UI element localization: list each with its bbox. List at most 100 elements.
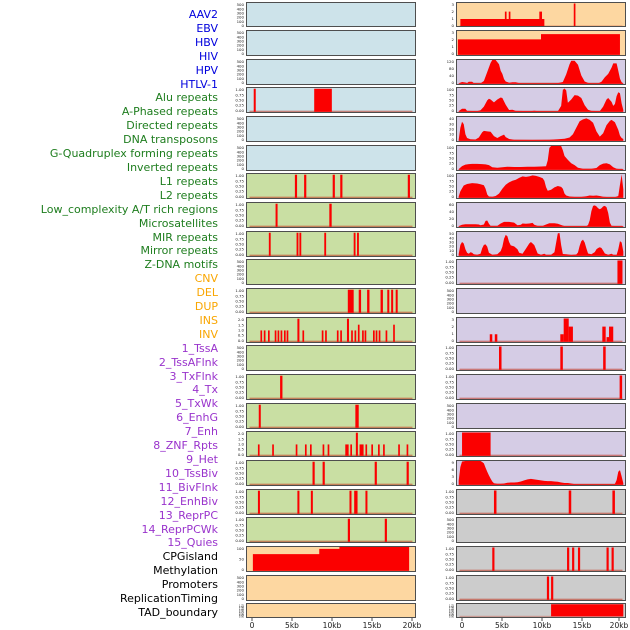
x-tick-left-20kb: 20kb [402,621,422,630]
track-label-aav2: AAV2 [188,8,218,21]
panel-2-tssaflnk [456,87,626,114]
panel-ebv [246,30,416,57]
panel-10-tssbiv [456,316,626,343]
panel-htlv-1 [246,144,416,171]
panel-g-quadruplex-forming-repeats [246,288,416,314]
track-row-21: 500 400 300 200 100 0 1.00 0.75 0.50 0.25 0.00 [0,574,630,601]
svg-text:500: 500 [237,346,245,351]
svg-text:40: 40 [449,235,454,240]
track-label-mir-repeats: MIR repeats [152,230,218,244]
x-tick-left-5kb: 5kb [285,621,299,630]
svg-text:25: 25 [449,103,454,108]
svg-text:0.75: 0.75 [445,379,454,384]
y-axis-ticks-del: 500 400 300 200 100 0 [221,575,245,601]
svg-text:0: 0 [242,366,245,371]
svg-text:0.25: 0.25 [235,246,244,251]
y-axis-ticks-13-reprpc: 500 400 300 200 100 0 [431,403,455,429]
svg-text:0.00: 0.00 [235,309,244,314]
svg-text:0: 0 [242,22,245,27]
track-row-2: 500 400 300 200 100 0 3 2 1 0 [0,30,630,56]
panel-dup [246,603,416,618]
svg-text:0: 0 [452,481,455,486]
svg-text:0.00: 0.00 [235,108,244,113]
svg-text:0.50: 0.50 [445,385,454,390]
svg-text:0.25: 0.25 [235,103,244,108]
track-label-8-znf-rpts: 8_ZNF_Rpts [153,439,218,453]
y-axis-ticks-hpv: 500 400 300 200 100 0 [221,116,245,142]
svg-text:0.50: 0.50 [235,528,244,533]
svg-text:500: 500 [447,518,455,523]
y-axis-ticks-hbv: 500 400 300 200 100 0 [221,59,245,85]
x-tickmark-right-2 [541,618,543,621]
track-label-hpv: HPV [195,63,218,77]
panel-inv [456,30,626,57]
svg-text:400: 400 [237,149,245,154]
y-axis-ticks-l2-repeats: 1.00 0.75 0.50 0.25 0.00 [221,374,245,400]
svg-text:1.0: 1.0 [238,327,245,332]
track-row-9: 1.00 0.75 0.50 0.25 0.00 50 40 30 20 10 0 [0,230,630,257]
svg-text:1: 1 [452,331,455,336]
panel-1-tssa [456,58,626,85]
track-row-11: 1.00 0.75 0.50 0.25 0.00 500 400 300 200 100 0 [0,288,630,314]
svg-text:1.5: 1.5 [238,322,245,327]
svg-text:0: 0 [452,166,455,171]
svg-text:3: 3 [452,474,455,479]
svg-text:1.00: 1.00 [239,609,245,612]
y-axis-ticks-6-enhg: 60 40 20 0 [431,202,455,228]
svg-text:0.5: 0.5 [238,332,245,337]
y-axis-ticks-5-txwk: 100 75 50 25 0 [431,173,455,200]
track-label-7-enh: 7_Enh [184,425,218,439]
svg-text:100: 100 [237,276,245,281]
track-row-17: 1.00 0.75 0.50 0.25 0.00 9 6 3 0 [0,460,630,486]
svg-text:1.75: 1.75 [239,604,245,607]
svg-text:200: 200 [447,301,455,306]
track-label-replicationtiming: ReplicationTiming [119,592,218,606]
svg-text:500: 500 [237,116,245,121]
svg-text:100: 100 [237,591,245,596]
x-tick-right-15kb: 15kb [572,621,592,630]
x-tick-left-0: 0 [249,621,255,630]
svg-text:300: 300 [447,411,455,416]
panel-microsatellites [246,431,416,458]
track-label-2-tssaflnk: 2_TssAFlnk [158,355,218,369]
svg-text:1.00: 1.00 [445,489,454,494]
svg-text:0.75: 0.75 [445,494,454,499]
svg-text:0.0: 0.0 [238,452,245,457]
y-axis-ticks-g-quadruplex-forming-repeats: 1.00 0.75 0.50 0.25 0.00 [221,288,245,314]
svg-text:200: 200 [237,14,245,19]
svg-text:25: 25 [449,189,454,194]
svg-text:2: 2 [452,37,455,42]
svg-text:1.00: 1.00 [235,174,244,179]
track-label-1-tssa: 1_TssA [181,341,218,355]
panel-hpv [246,116,416,143]
svg-text:0: 0 [452,538,455,543]
svg-text:500: 500 [237,260,245,265]
svg-text:0.50: 0.50 [235,471,244,476]
svg-text:0.50: 0.50 [445,585,454,590]
svg-text:0: 0 [452,194,455,199]
svg-text:100: 100 [237,18,245,23]
svg-text:100: 100 [447,145,455,150]
svg-text:1.00: 1.00 [235,231,244,236]
y-axis-ticks-dna-transposons: 500 400 300 200 100 0 [221,259,245,286]
y-axis-ticks-z-dna-motifs: 1.00 0.75 0.50 0.25 0.00 [221,517,245,544]
track-row-10: 500 400 300 200 100 0 1.00 0.75 0.50 0.25 0.00 [0,259,630,285]
y-axis-ticks-promoters: 1.00 0.75 0.50 0.25 0.00 [431,546,455,572]
y-axis-ticks-dup: 1.75 1.50 1.25 1.00 0.75 0.50 0.25 0.00 [221,603,245,618]
svg-text:0.25: 0.25 [239,613,245,616]
svg-text:0: 0 [452,137,455,142]
svg-text:400: 400 [237,6,245,11]
svg-text:0: 0 [242,166,245,171]
svg-text:500: 500 [237,59,245,64]
svg-text:0.00: 0.00 [235,395,244,400]
y-axis-ticks-mirror-repeats: 1.00 0.75 0.50 0.25 0.00 [221,489,245,515]
svg-text:0.00: 0.00 [235,194,244,199]
svg-text:300: 300 [237,354,245,359]
panel-z-dna-motifs [246,517,416,544]
svg-text:30: 30 [449,239,454,244]
svg-text:0.50: 0.50 [235,385,244,390]
track-row-19: 1.00 0.75 0.50 0.25 0.00 500 400 300 200 100 0 [0,517,630,543]
svg-text:100: 100 [237,76,245,81]
svg-text:0.75: 0.75 [239,610,245,613]
svg-text:0: 0 [452,338,455,343]
